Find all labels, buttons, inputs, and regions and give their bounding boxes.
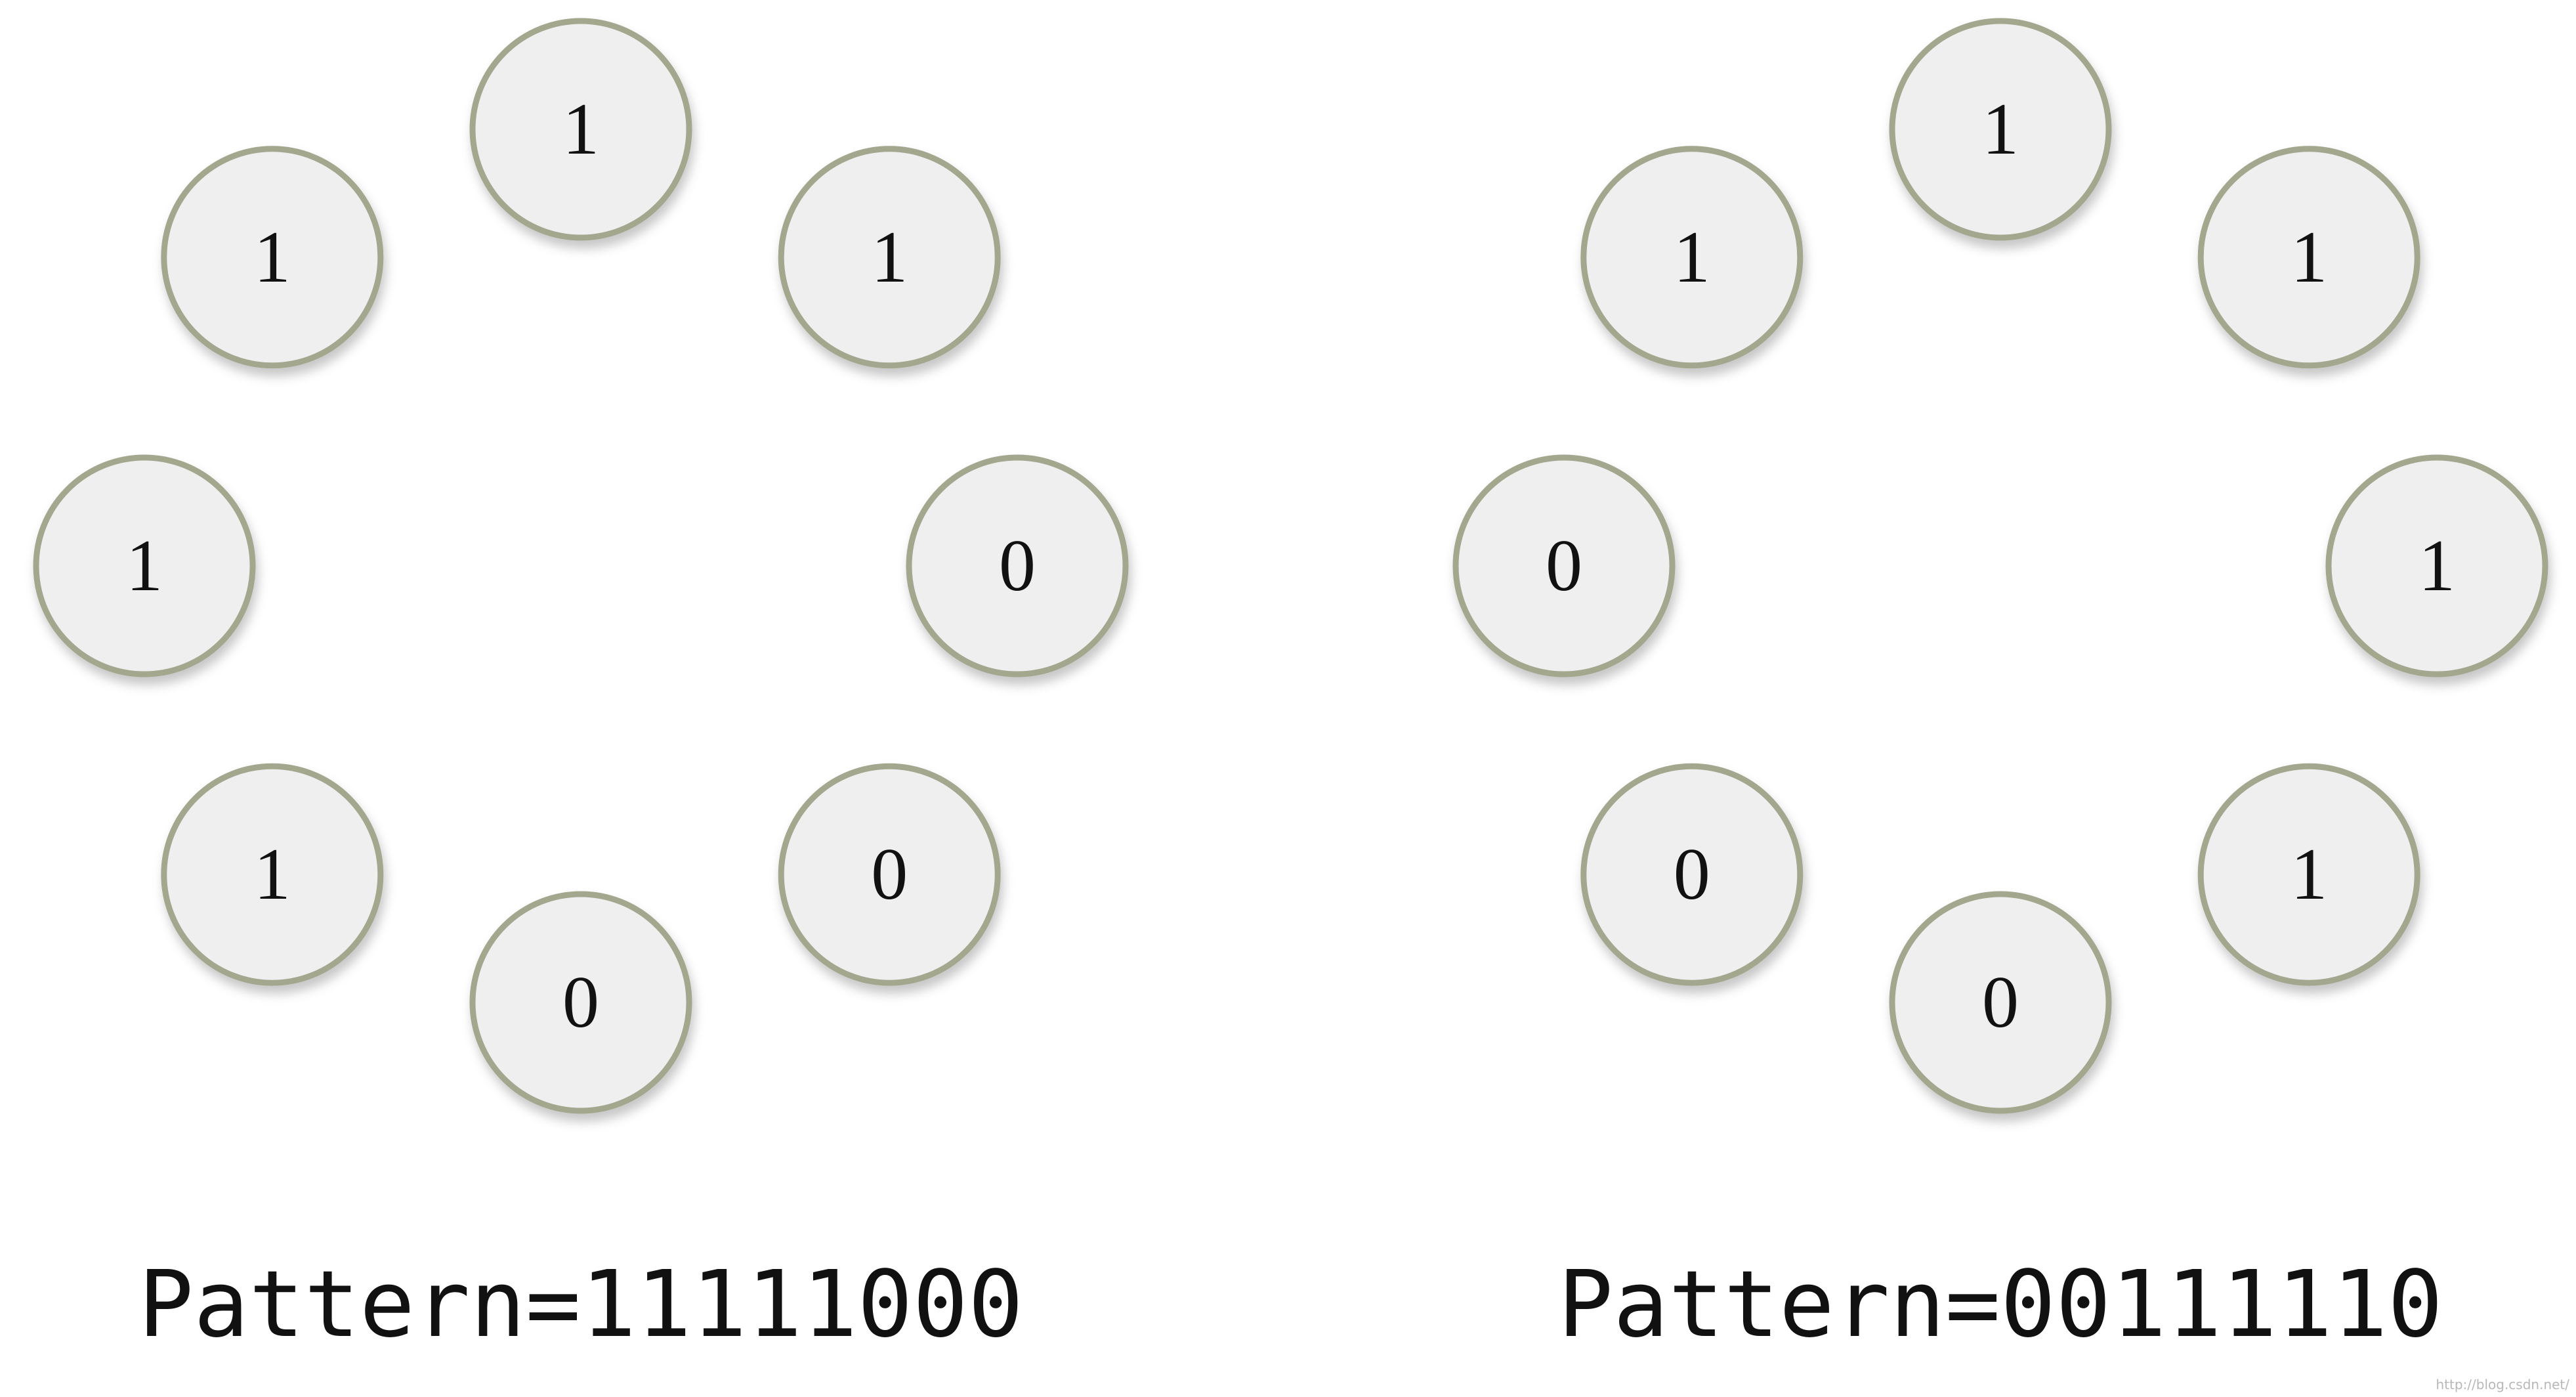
node-bit-label: 1 — [2291, 217, 2327, 298]
node-bit-label: 1 — [1982, 89, 2019, 170]
ring-node-right-4: 0 — [1452, 454, 1676, 677]
node-bit-label: 1 — [254, 834, 291, 915]
node-circle — [2325, 454, 2548, 677]
ring-node-right-0: 1 — [2325, 454, 2548, 677]
node-bit-label: 0 — [1982, 962, 2019, 1043]
node-circle — [1889, 891, 2112, 1114]
ring-node-left-3: 1 — [161, 763, 384, 986]
ring-node-left-1: 0 — [778, 763, 1001, 986]
ring-node-right-1: 1 — [2197, 763, 2420, 986]
node-bit-label: 1 — [562, 89, 599, 170]
pattern-diagram-right: 1 1 0 0 0 1 1 1 — [1452, 18, 2548, 1114]
ring-node-right-7: 1 — [2197, 146, 2420, 369]
node-bit-label: 0 — [871, 834, 908, 915]
node-bit-label: 1 — [2291, 834, 2327, 915]
node-circle — [1889, 18, 2112, 241]
watermark: http://blog.csdn.net/ — [2436, 1377, 2569, 1392]
pattern-caption-left: Pattern=11111000 — [138, 1251, 1024, 1358]
node-bit-label: 1 — [1674, 217, 1710, 298]
ring-node-right-2: 0 — [1889, 891, 2112, 1114]
ring-node-left-4: 1 — [33, 454, 256, 677]
node-bit-label: 0 — [999, 525, 1036, 607]
node-bit-label: 0 — [562, 962, 599, 1043]
node-circle — [778, 146, 1001, 369]
ring-node-left-2: 0 — [469, 891, 692, 1114]
node-circle — [1452, 454, 1676, 677]
ring-node-left-5: 1 — [161, 146, 384, 369]
node-bit-label: 0 — [1674, 834, 1710, 915]
node-circle — [906, 454, 1129, 677]
node-bit-label: 0 — [1546, 525, 1582, 607]
pattern-caption-right: Pattern=00111110 — [1558, 1251, 2443, 1358]
ring-node-left-6: 1 — [469, 18, 692, 241]
ring-node-left-0: 0 — [906, 454, 1129, 677]
node-circle — [1580, 146, 1804, 369]
node-bit-label: 1 — [126, 525, 163, 607]
ring-node-right-6: 1 — [1889, 18, 2112, 241]
node-circle — [2197, 146, 2420, 369]
node-circle — [469, 891, 692, 1114]
node-circle — [2197, 763, 2420, 986]
node-circle — [778, 763, 1001, 986]
node-circle — [1580, 763, 1804, 986]
pattern-diagram-left: 0 0 0 1 1 1 1 1 — [33, 18, 1129, 1114]
ring-node-right-3: 0 — [1580, 763, 1804, 986]
node-bit-label: 1 — [2418, 525, 2455, 607]
node-bit-label: 1 — [871, 217, 908, 298]
ring-node-left-7: 1 — [778, 146, 1001, 369]
node-circle — [469, 18, 692, 241]
node-bit-label: 1 — [254, 217, 291, 298]
node-circle — [161, 146, 384, 369]
node-circle — [33, 454, 256, 677]
ring-node-right-5: 1 — [1580, 146, 1804, 369]
node-circle — [161, 763, 384, 986]
